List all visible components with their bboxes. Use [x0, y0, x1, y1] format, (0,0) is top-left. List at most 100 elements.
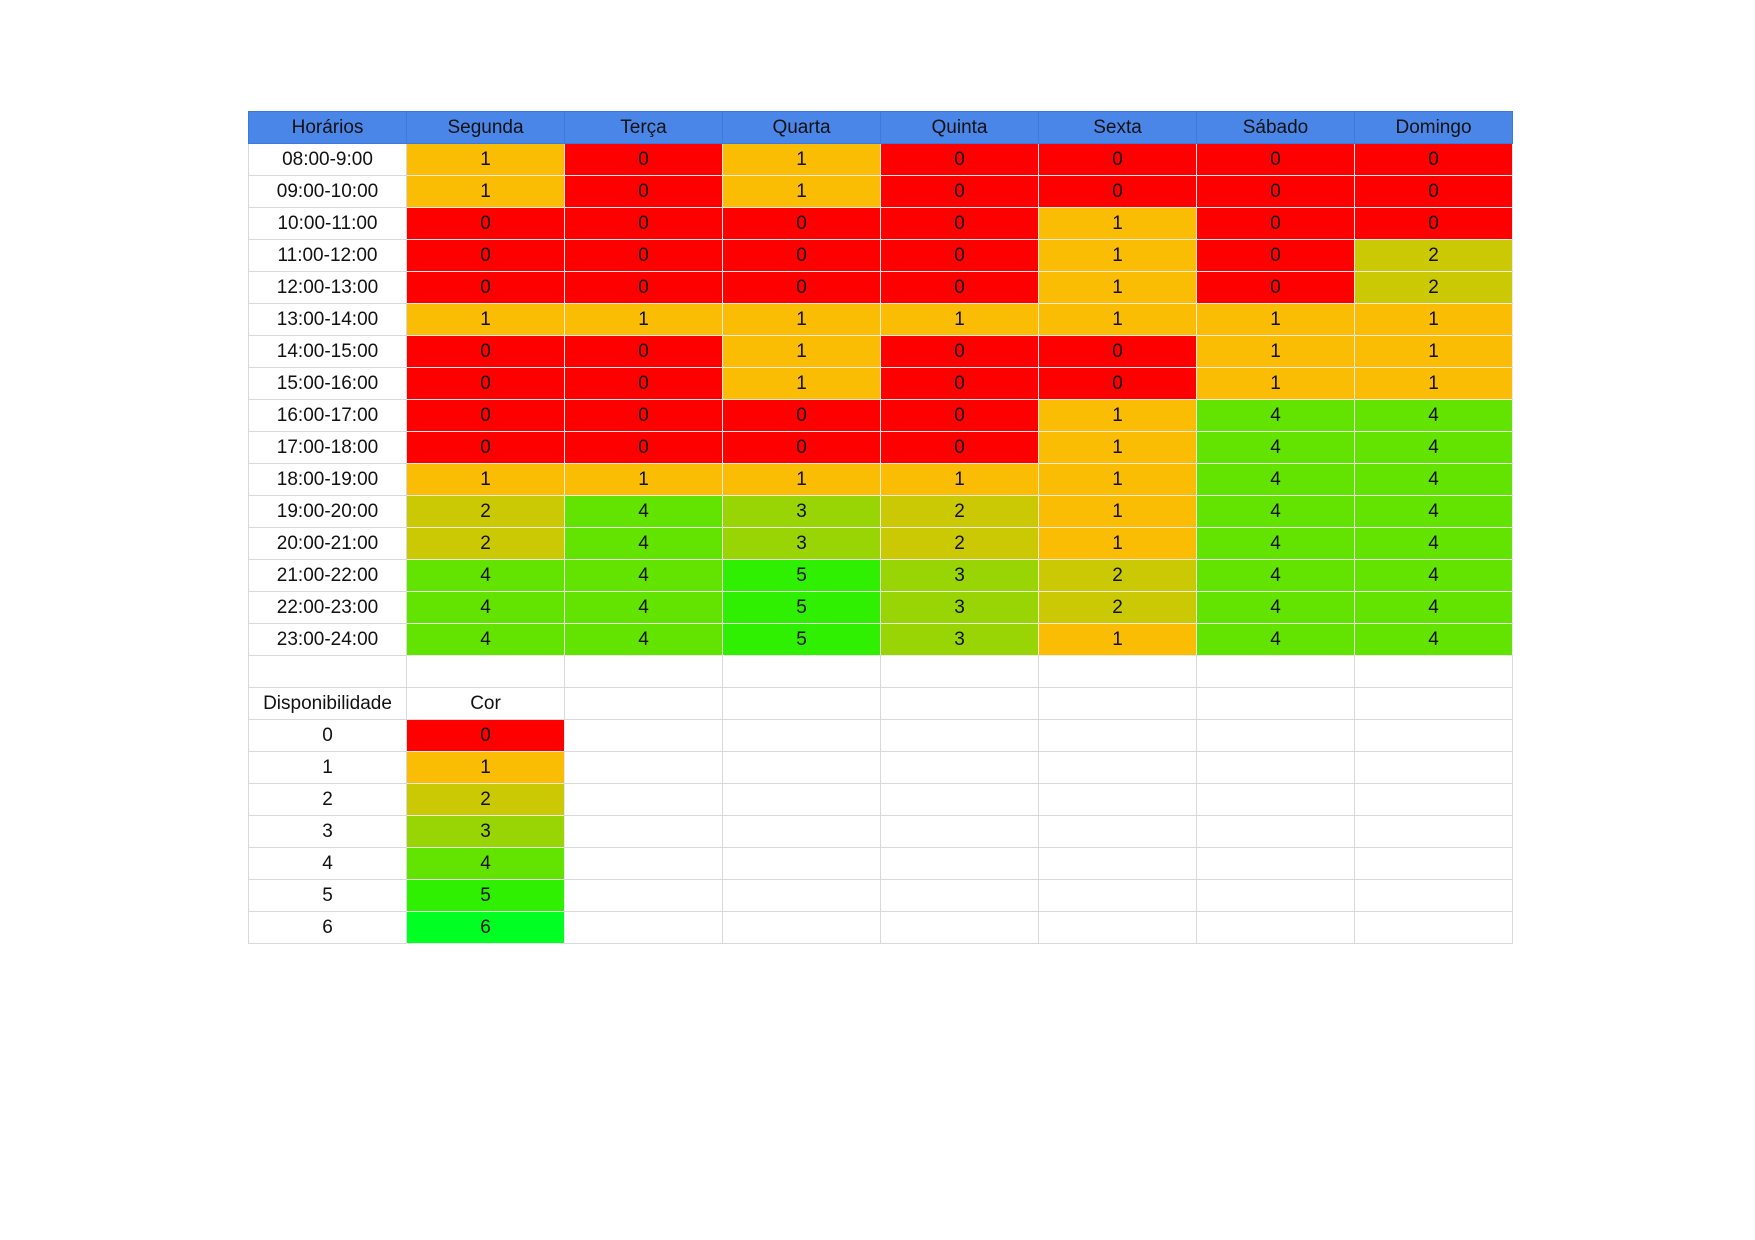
time-cell[interactable]: 15:00-16:00 [248, 367, 407, 400]
availability-cell-segunda[interactable]: 2 [406, 495, 565, 528]
availability-cell-domingo[interactable]: 1 [1354, 367, 1513, 400]
availability-cell-sabado[interactable]: 4 [1196, 623, 1355, 656]
availability-cell-sabado[interactable]: 4 [1196, 495, 1355, 528]
availability-cell-terca[interactable]: 4 [564, 527, 723, 560]
time-cell[interactable]: 23:00-24:00 [248, 623, 407, 656]
availability-cell-sexta[interactable]: 0 [1038, 143, 1197, 176]
time-cell[interactable]: 19:00-20:00 [248, 495, 407, 528]
empty-cell[interactable] [1038, 687, 1197, 720]
availability-cell-sexta[interactable]: 1 [1038, 239, 1197, 272]
availability-cell-segunda[interactable]: 2 [406, 527, 565, 560]
empty-cell[interactable] [1196, 719, 1355, 752]
empty-cell[interactable] [880, 911, 1039, 944]
availability-cell-quinta[interactable]: 1 [880, 463, 1039, 496]
availability-cell-terca[interactable]: 0 [564, 399, 723, 432]
empty-cell[interactable] [1196, 655, 1355, 688]
availability-cell-terca[interactable]: 0 [564, 207, 723, 240]
availability-cell-segunda[interactable]: 0 [406, 431, 565, 464]
time-cell[interactable]: 21:00-22:00 [248, 559, 407, 592]
empty-cell[interactable] [722, 687, 881, 720]
header-cell-terca[interactable]: Terça [564, 111, 723, 144]
availability-cell-sabado[interactable]: 0 [1196, 175, 1355, 208]
availability-cell-quarta[interactable]: 5 [722, 623, 881, 656]
availability-cell-quarta[interactable]: 1 [722, 463, 881, 496]
availability-cell-quarta[interactable]: 3 [722, 495, 881, 528]
availability-cell-quarta[interactable]: 0 [722, 239, 881, 272]
availability-cell-segunda[interactable]: 4 [406, 591, 565, 624]
time-cell[interactable]: 17:00-18:00 [248, 431, 407, 464]
empty-cell[interactable] [880, 719, 1039, 752]
availability-cell-quarta[interactable]: 5 [722, 559, 881, 592]
availability-cell-terca[interactable]: 0 [564, 335, 723, 368]
legend-level-cell[interactable]: 1 [248, 751, 407, 784]
empty-cell[interactable] [1196, 911, 1355, 944]
availability-cell-sabado[interactable]: 0 [1196, 207, 1355, 240]
time-cell[interactable]: 14:00-15:00 [248, 335, 407, 368]
empty-cell[interactable] [564, 719, 723, 752]
availability-cell-terca[interactable]: 0 [564, 175, 723, 208]
availability-cell-quinta[interactable]: 0 [880, 143, 1039, 176]
availability-cell-sexta[interactable]: 1 [1038, 399, 1197, 432]
availability-cell-terca[interactable]: 4 [564, 495, 723, 528]
empty-cell[interactable] [722, 879, 881, 912]
availability-cell-quinta[interactable]: 0 [880, 175, 1039, 208]
availability-cell-sexta[interactable]: 2 [1038, 591, 1197, 624]
availability-cell-sexta[interactable]: 1 [1038, 495, 1197, 528]
availability-cell-sexta[interactable]: 0 [1038, 367, 1197, 400]
availability-cell-sabado[interactable]: 1 [1196, 303, 1355, 336]
availability-cell-domingo[interactable]: 4 [1354, 431, 1513, 464]
empty-cell[interactable] [1196, 687, 1355, 720]
availability-cell-terca[interactable]: 4 [564, 559, 723, 592]
availability-cell-sexta[interactable]: 1 [1038, 527, 1197, 560]
empty-cell[interactable] [1038, 783, 1197, 816]
legend-color-swatch[interactable]: 6 [406, 911, 565, 944]
empty-cell[interactable] [880, 783, 1039, 816]
availability-cell-terca[interactable]: 0 [564, 367, 723, 400]
availability-cell-sabado[interactable]: 4 [1196, 591, 1355, 624]
header-cell-sabado[interactable]: Sábado [1196, 111, 1355, 144]
header-cell-domingo[interactable]: Domingo [1354, 111, 1513, 144]
availability-cell-quarta[interactable]: 0 [722, 399, 881, 432]
header-cell-segunda[interactable]: Segunda [406, 111, 565, 144]
empty-cell[interactable] [1354, 911, 1513, 944]
availability-cell-segunda[interactable]: 0 [406, 271, 565, 304]
availability-cell-sexta[interactable]: 1 [1038, 623, 1197, 656]
empty-cell[interactable] [564, 783, 723, 816]
empty-cell[interactable] [722, 783, 881, 816]
time-cell[interactable]: 20:00-21:00 [248, 527, 407, 560]
availability-cell-sexta[interactable]: 1 [1038, 431, 1197, 464]
empty-cell[interactable] [248, 655, 407, 688]
availability-cell-segunda[interactable]: 0 [406, 399, 565, 432]
header-cell-quinta[interactable]: Quinta [880, 111, 1039, 144]
empty-cell[interactable] [1038, 655, 1197, 688]
empty-cell[interactable] [880, 815, 1039, 848]
time-cell[interactable]: 10:00-11:00 [248, 207, 407, 240]
availability-cell-domingo[interactable]: 4 [1354, 591, 1513, 624]
availability-cell-segunda[interactable]: 0 [406, 207, 565, 240]
availability-cell-sabado[interactable]: 0 [1196, 143, 1355, 176]
availability-cell-terca[interactable]: 0 [564, 431, 723, 464]
availability-cell-domingo[interactable]: 0 [1354, 143, 1513, 176]
availability-cell-sabado[interactable]: 0 [1196, 239, 1355, 272]
time-cell[interactable]: 13:00-14:00 [248, 303, 407, 336]
empty-cell[interactable] [722, 847, 881, 880]
availability-cell-quinta[interactable]: 0 [880, 431, 1039, 464]
empty-cell[interactable] [1196, 783, 1355, 816]
empty-cell[interactable] [1196, 751, 1355, 784]
availability-cell-quarta[interactable]: 1 [722, 175, 881, 208]
legend-level-cell[interactable]: 4 [248, 847, 407, 880]
empty-cell[interactable] [1354, 751, 1513, 784]
availability-cell-quarta[interactable]: 3 [722, 527, 881, 560]
empty-cell[interactable] [880, 847, 1039, 880]
empty-cell[interactable] [406, 655, 565, 688]
availability-cell-sabado[interactable]: 4 [1196, 431, 1355, 464]
availability-cell-domingo[interactable]: 2 [1354, 239, 1513, 272]
empty-cell[interactable] [1038, 751, 1197, 784]
availability-cell-quarta[interactable]: 0 [722, 271, 881, 304]
empty-cell[interactable] [564, 847, 723, 880]
availability-cell-sexta[interactable]: 2 [1038, 559, 1197, 592]
empty-cell[interactable] [880, 879, 1039, 912]
availability-cell-segunda[interactable]: 1 [406, 175, 565, 208]
availability-cell-quinta[interactable]: 1 [880, 303, 1039, 336]
availability-cell-sabado[interactable]: 4 [1196, 559, 1355, 592]
